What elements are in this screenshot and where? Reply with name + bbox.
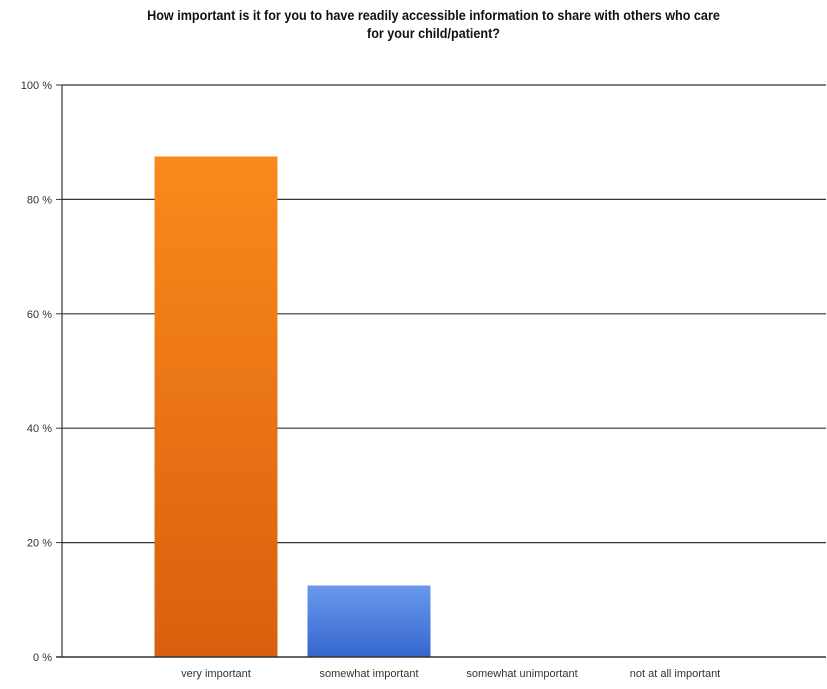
chart-title-line-2: for your child/patient? (366, 25, 501, 41)
chart-title: How important is it for you to have read… (79, 6, 787, 42)
bar-somewhat-important (307, 585, 431, 657)
x-tick-labels: very important somewhat important somewhat… (181, 668, 720, 680)
axes (56, 84, 826, 658)
y-tick-label-100: 100 % (21, 80, 52, 92)
x-tick-label-somewhat-important: somewhat important (319, 668, 418, 680)
y-tick-label-20: 20 % (27, 538, 52, 550)
y-tick-label-80: 80 % (27, 194, 52, 206)
y-tick-label-0: 0 % (33, 652, 52, 664)
y-tick-labels: 0 % 20 % 40 % 60 % 80 % 100 % (21, 80, 52, 664)
x-tick-label-somewhat-unimportant: somewhat unimportant (466, 668, 577, 680)
y-tick-label-40: 40 % (27, 423, 52, 435)
y-tick-label-60: 60 % (27, 309, 52, 321)
chart-title-line-1: How important is it for you to have read… (147, 7, 720, 23)
bars (154, 156, 431, 657)
bar-very-important (154, 156, 278, 657)
x-tick-label-very-important: very important (181, 668, 251, 680)
x-tick-label-not-at-all-important: not at all important (630, 668, 721, 680)
